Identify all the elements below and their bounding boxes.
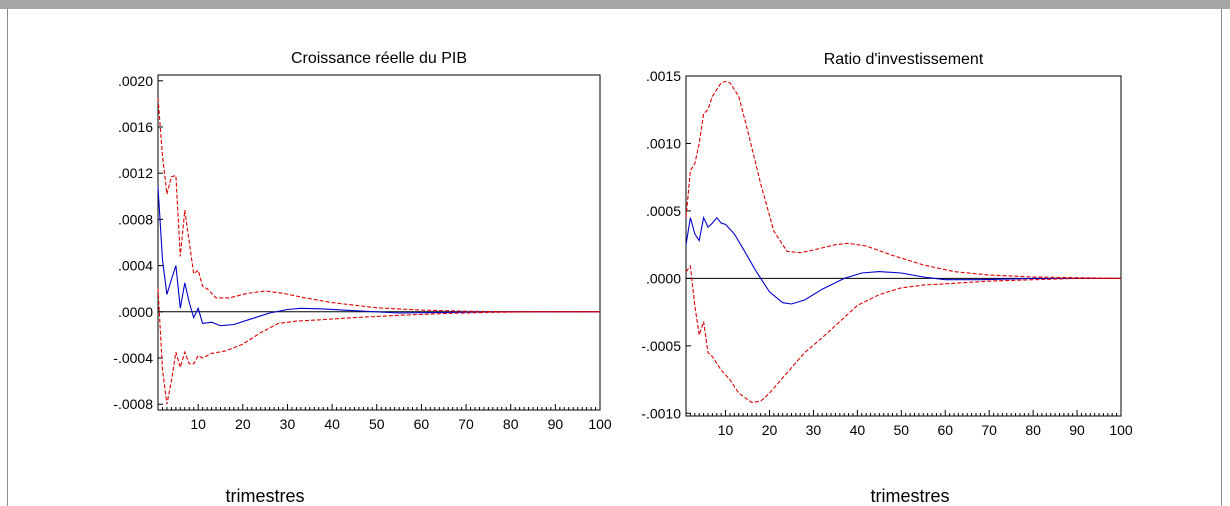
x-axis-label: trimestres [870, 486, 949, 506]
confidence-band-lower [685, 264, 1121, 404]
y-tick-label: -.0005 [641, 338, 681, 354]
y-tick-label: .0000 [118, 304, 153, 320]
x-tick-label: 30 [280, 416, 296, 432]
x-tick-label: 20 [235, 416, 251, 432]
x-tick-label: 80 [503, 416, 519, 432]
x-tick-label: 90 [1069, 422, 1085, 438]
x-tick-label: 70 [981, 422, 997, 438]
y-tick-label: .0010 [646, 135, 681, 151]
y-tick-label: .0008 [118, 211, 153, 227]
confidence-band-upper [685, 80, 1122, 279]
x-tick-label: 60 [937, 422, 953, 438]
plot-frame [157, 74, 601, 411]
y-tick-label: .0004 [118, 258, 153, 274]
x-tick-label: 50 [369, 416, 385, 432]
chart-title: Croissance réelle du PIB [291, 50, 467, 67]
x-tick-label: 30 [806, 422, 822, 438]
y-tick-label: .0016 [118, 119, 153, 135]
x-axis-label: trimestres [225, 486, 304, 506]
x-tick-label: 100 [588, 416, 612, 432]
x-tick-label: 40 [324, 416, 340, 432]
x-tick-label: 40 [850, 422, 866, 438]
x-tick-label: 90 [548, 416, 564, 432]
y-tick-label: -.0004 [113, 350, 153, 366]
y-tick-label: -.0008 [113, 396, 153, 412]
confidence-band-upper [157, 98, 600, 313]
x-tick-label: 70 [458, 416, 474, 432]
left-frame-border [7, 9, 8, 506]
chart-title: Ratio d'investissement [824, 51, 984, 68]
x-tick-label: 20 [762, 422, 778, 438]
y-tick-label: .0020 [118, 73, 153, 89]
y-tick-label: .0012 [118, 165, 153, 181]
x-tick-label: 10 [190, 416, 206, 432]
x-tick-label: 80 [1025, 422, 1041, 438]
x-tick-label: 50 [894, 422, 910, 438]
top-band [0, 0, 1230, 9]
impulse-response-line [685, 215, 1121, 305]
y-tick-label: .0015 [646, 68, 681, 84]
x-tick-label: 100 [1109, 422, 1133, 438]
x-tick-label: 10 [718, 422, 734, 438]
confidence-band-lower [157, 288, 600, 405]
y-tick-label: .0000 [646, 270, 681, 286]
impulse-response-line [157, 187, 600, 327]
chart-1: Croissance réelle du PIB -.0008 -.0004 .000… [113, 50, 612, 506]
x-tick-label: 60 [414, 416, 430, 432]
chart-2: Ratio d'investissement -.0010 -.0005 .0000.… [641, 51, 1133, 506]
y-tick-label: -.0010 [641, 405, 681, 421]
y-tick-label: .0005 [646, 203, 681, 219]
right-frame-border [1221, 9, 1222, 506]
plot-frame [685, 75, 1122, 417]
